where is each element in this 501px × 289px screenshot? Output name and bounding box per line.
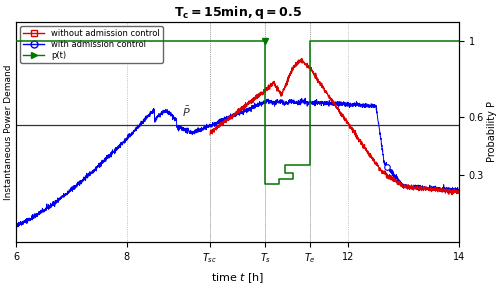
Y-axis label: Instantaneous Power Demand: Instantaneous Power Demand (4, 64, 13, 200)
X-axis label: time $t$ [h]: time $t$ [h] (211, 271, 264, 285)
Title: $\mathbf{T_c = 15min, q = 0.5}$: $\mathbf{T_c = 15min, q = 0.5}$ (173, 4, 302, 21)
Y-axis label: Probability P: Probability P (487, 101, 497, 162)
Legend: without admission control, with admission control, p(t): without admission control, with admissio… (20, 26, 163, 63)
Text: $\bar{P}$: $\bar{P}$ (182, 105, 191, 119)
